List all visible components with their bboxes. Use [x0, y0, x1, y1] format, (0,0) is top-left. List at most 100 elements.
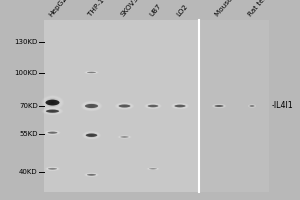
- Ellipse shape: [249, 105, 255, 107]
- Ellipse shape: [82, 131, 101, 140]
- Ellipse shape: [46, 109, 59, 114]
- Ellipse shape: [41, 95, 64, 110]
- Ellipse shape: [118, 105, 130, 107]
- Ellipse shape: [89, 72, 94, 73]
- Ellipse shape: [145, 103, 161, 109]
- Ellipse shape: [49, 110, 56, 113]
- Ellipse shape: [119, 136, 130, 138]
- Ellipse shape: [250, 105, 254, 107]
- Ellipse shape: [118, 104, 131, 108]
- Ellipse shape: [87, 72, 96, 73]
- Ellipse shape: [248, 104, 256, 108]
- Ellipse shape: [46, 167, 59, 171]
- Ellipse shape: [120, 136, 129, 138]
- Ellipse shape: [89, 72, 94, 73]
- Ellipse shape: [250, 105, 254, 107]
- Ellipse shape: [88, 134, 95, 137]
- Ellipse shape: [119, 136, 130, 138]
- Ellipse shape: [148, 104, 158, 108]
- Text: 40KD: 40KD: [19, 169, 38, 175]
- Ellipse shape: [50, 168, 55, 169]
- Text: Mouse testis: Mouse testis: [214, 0, 248, 18]
- Ellipse shape: [88, 104, 95, 108]
- Ellipse shape: [90, 174, 93, 175]
- Text: SKOV3: SKOV3: [120, 0, 140, 18]
- Ellipse shape: [50, 132, 55, 133]
- Ellipse shape: [214, 105, 224, 107]
- Ellipse shape: [46, 167, 59, 171]
- Ellipse shape: [91, 72, 92, 73]
- Ellipse shape: [47, 132, 58, 134]
- Ellipse shape: [177, 105, 183, 107]
- Ellipse shape: [250, 105, 254, 107]
- Ellipse shape: [152, 105, 154, 107]
- Ellipse shape: [121, 136, 128, 138]
- Ellipse shape: [148, 105, 158, 107]
- Ellipse shape: [88, 72, 95, 73]
- Text: LO2: LO2: [176, 3, 189, 18]
- Ellipse shape: [46, 100, 59, 105]
- Ellipse shape: [251, 105, 253, 107]
- Ellipse shape: [42, 96, 63, 109]
- Ellipse shape: [116, 103, 133, 109]
- Ellipse shape: [41, 107, 64, 115]
- Ellipse shape: [85, 132, 98, 138]
- Ellipse shape: [52, 132, 53, 133]
- Ellipse shape: [44, 130, 61, 135]
- Ellipse shape: [51, 102, 54, 103]
- Ellipse shape: [82, 102, 100, 110]
- Ellipse shape: [214, 104, 224, 108]
- Ellipse shape: [90, 72, 93, 73]
- Ellipse shape: [47, 99, 58, 106]
- Ellipse shape: [52, 111, 53, 112]
- Ellipse shape: [91, 135, 92, 136]
- Ellipse shape: [47, 109, 58, 113]
- Ellipse shape: [89, 134, 94, 136]
- Ellipse shape: [47, 167, 58, 170]
- Ellipse shape: [147, 104, 159, 108]
- Ellipse shape: [249, 105, 255, 107]
- Ellipse shape: [85, 104, 98, 108]
- Bar: [44, 20, 198, 192]
- Ellipse shape: [149, 168, 157, 169]
- Ellipse shape: [115, 102, 134, 110]
- Ellipse shape: [217, 105, 221, 107]
- Ellipse shape: [144, 103, 162, 109]
- Ellipse shape: [87, 133, 96, 137]
- Ellipse shape: [48, 131, 57, 134]
- Ellipse shape: [88, 105, 94, 107]
- Ellipse shape: [84, 132, 99, 139]
- Text: Rat testis: Rat testis: [248, 0, 274, 18]
- Ellipse shape: [50, 110, 55, 112]
- Ellipse shape: [49, 132, 56, 134]
- Ellipse shape: [151, 168, 155, 169]
- Ellipse shape: [49, 168, 56, 170]
- Ellipse shape: [213, 104, 225, 108]
- Ellipse shape: [45, 167, 60, 171]
- Ellipse shape: [87, 173, 96, 176]
- Ellipse shape: [86, 133, 97, 138]
- Ellipse shape: [49, 101, 56, 105]
- Ellipse shape: [83, 131, 100, 139]
- Ellipse shape: [123, 105, 126, 107]
- Ellipse shape: [83, 102, 100, 110]
- Text: THP-1: THP-1: [87, 0, 105, 18]
- Ellipse shape: [151, 105, 155, 107]
- Ellipse shape: [171, 103, 189, 109]
- Ellipse shape: [176, 104, 184, 108]
- Text: HepG2: HepG2: [48, 0, 68, 18]
- Ellipse shape: [150, 168, 156, 169]
- Ellipse shape: [46, 131, 59, 135]
- Ellipse shape: [46, 98, 59, 107]
- Ellipse shape: [122, 136, 127, 138]
- Ellipse shape: [85, 103, 98, 109]
- Ellipse shape: [149, 168, 157, 170]
- Text: 55KD: 55KD: [19, 131, 38, 137]
- Ellipse shape: [43, 108, 62, 115]
- Ellipse shape: [44, 108, 62, 114]
- Ellipse shape: [89, 174, 94, 175]
- Ellipse shape: [50, 168, 55, 170]
- Ellipse shape: [51, 132, 54, 133]
- Ellipse shape: [45, 130, 60, 135]
- Ellipse shape: [88, 174, 95, 176]
